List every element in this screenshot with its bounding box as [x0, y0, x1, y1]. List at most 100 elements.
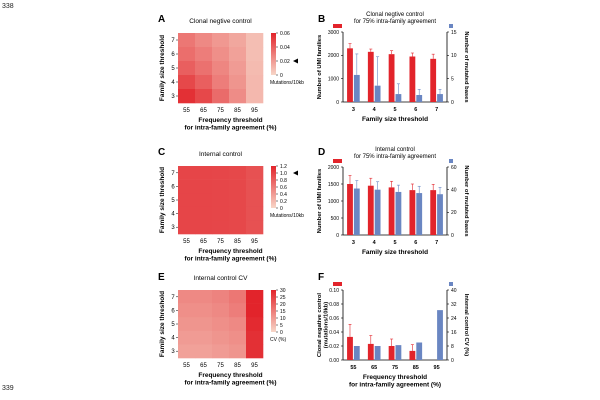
barchart-b-ytick: 3000	[328, 30, 339, 36]
heatmap-e-cell	[246, 330, 264, 345]
barchart-b-ylabel: Number of UMI families	[317, 35, 323, 99]
heatmap-c-ylabel: Family size threshold	[159, 167, 166, 233]
heatmap-e-cell	[178, 317, 196, 332]
barchart-f-bar-left	[409, 350, 416, 360]
heatmap-e-cell	[195, 317, 213, 332]
heatmap-e-ytick: 5	[171, 322, 175, 328]
barchart-b-bar-left	[388, 54, 395, 102]
heatmap-a-cell	[178, 33, 196, 48]
heatmap-a-ytick: 3	[171, 94, 175, 100]
barchart-d-bar-left	[430, 190, 437, 235]
barchart-b-xtick: 6	[414, 107, 417, 113]
barchart-d-legend-right	[449, 159, 453, 163]
heatmap-c-cell	[178, 166, 196, 180]
heatmap-c-xtick: 75	[217, 239, 224, 245]
heatmap-e-ytick: 6	[171, 308, 175, 314]
heatmap-c-colorbar-tick: 0.2	[280, 199, 287, 205]
heatmap-e-cell	[212, 290, 230, 304]
heatmap-c-colorbar	[271, 166, 276, 208]
heatmap-a-ytick: 6	[171, 52, 175, 58]
barchart-f-bar-right	[353, 346, 360, 360]
heatmap-e-colorbar-tick: 0	[280, 330, 283, 336]
barchart-b-y2tick: 0	[451, 100, 454, 106]
heatmap-a-cell	[246, 47, 264, 62]
heatmap-a-cell	[246, 75, 264, 90]
barchart-d-y2tick: 20	[451, 210, 457, 216]
heatmap-c-cell	[178, 220, 196, 235]
heatmap-c-cell	[195, 220, 213, 235]
barchart-d-xtick: 7	[435, 240, 438, 246]
barchart-f-bar-left	[347, 336, 353, 360]
heatmap-c-cell	[195, 179, 213, 194]
panel-label-b: B	[318, 14, 326, 25]
heatmap-c-cell	[229, 220, 247, 235]
barchart-f-ytick: 0.04	[329, 330, 339, 336]
barchart-f-xtick: 65	[371, 365, 377, 371]
heatmap-e-xtick: 75	[217, 363, 224, 369]
heatmap-e-cell	[212, 330, 230, 345]
heatmap-c-cell	[229, 206, 247, 221]
barchart-d-bar-left	[347, 184, 353, 235]
heatmap-c-cell	[229, 166, 247, 180]
barchart-d-bar-left	[409, 190, 416, 235]
barchart-b-bar-right	[395, 94, 402, 102]
barchart-f-y2tick: 0	[451, 358, 454, 364]
heatmap-c-colorbar-tick: 0.6	[280, 185, 287, 191]
heatmap-e-cell	[246, 344, 264, 359]
heatmap-a-cell	[246, 33, 264, 48]
heatmap-e-cell	[229, 330, 247, 345]
heatmap-c-cell	[195, 193, 213, 208]
heatmap-e-ytick: 7	[171, 295, 175, 301]
heatmap-a-ylabel: Family size threshold	[159, 35, 166, 101]
barchart-b-y2label: Number of mutated bases	[463, 31, 469, 102]
barchart-f-bar-right	[437, 310, 443, 360]
barchart-f-bar-left	[388, 346, 395, 360]
barchart-d-bar-right	[416, 193, 423, 235]
heatmap-e-cell	[195, 303, 213, 318]
heatmap-c-ytick: 7	[171, 171, 175, 177]
barchart-d-xlabel: Family size threshold	[362, 249, 428, 256]
heatmap-a-xlabel: Frequency threshold for intra-family agre…	[184, 117, 276, 131]
heatmap-a-xtick: 65	[200, 108, 207, 114]
line-number-bottom: 339	[2, 385, 14, 392]
heatmap-a-cell	[178, 61, 196, 76]
heatmap-c-colorbar-marker-icon	[293, 170, 298, 176]
heatmap-e-xtick: 65	[200, 363, 207, 369]
barchart-f-y2tick: 40	[451, 288, 457, 294]
heatmap-a-cell	[246, 61, 264, 76]
heatmap-e-cell	[229, 344, 247, 359]
heatmap-e-colorbar	[271, 290, 276, 332]
heatmap-a-cell	[212, 89, 230, 104]
barchart-d-bar-left	[388, 187, 395, 235]
heatmap-c-cell	[212, 220, 230, 235]
heatmap-e-ytick: 3	[171, 349, 175, 355]
heatmap-c-cell	[246, 166, 264, 180]
heatmap-a-cell	[178, 89, 196, 104]
heatmap-a-cell	[212, 33, 230, 48]
barchart-b-y2tick: 15	[451, 30, 457, 36]
barchart-b-bar-left	[430, 58, 437, 102]
barchart-b-y2tick: 10	[451, 53, 457, 59]
barchart-b-ytick: 1000	[328, 76, 339, 82]
barchart-f-ytick: 0.10	[329, 288, 339, 294]
barchart-b-legend-left	[333, 24, 342, 28]
heatmap-e-cell	[246, 303, 264, 318]
heatmap-a-ytick: 4	[171, 80, 175, 86]
heatmap-a-xtick: 95	[251, 108, 258, 114]
heatmap-c-cell	[246, 179, 264, 194]
heatmap-e-colorbar-tick: 25	[280, 295, 286, 301]
heatmap-a-ytick: 7	[171, 38, 175, 44]
heatmap-c-colorbar-tick: 0.8	[280, 178, 287, 184]
heatmap-c-xtick: 65	[200, 239, 207, 245]
heatmap-e-colorbar-tick: 5	[280, 323, 283, 329]
barchart-f-xtick: 75	[392, 365, 398, 371]
barchart-b-bar-left	[409, 56, 416, 102]
barchart-b-bar-left	[347, 48, 353, 102]
heatmap-e-cell	[229, 317, 247, 332]
barchart-f-legend-left	[333, 282, 342, 286]
heatmap-a-colorbar	[271, 33, 276, 75]
heatmap-e-cell	[178, 303, 196, 318]
heatmap-c-cell	[212, 193, 230, 208]
heatmap-e-cell	[178, 330, 196, 345]
